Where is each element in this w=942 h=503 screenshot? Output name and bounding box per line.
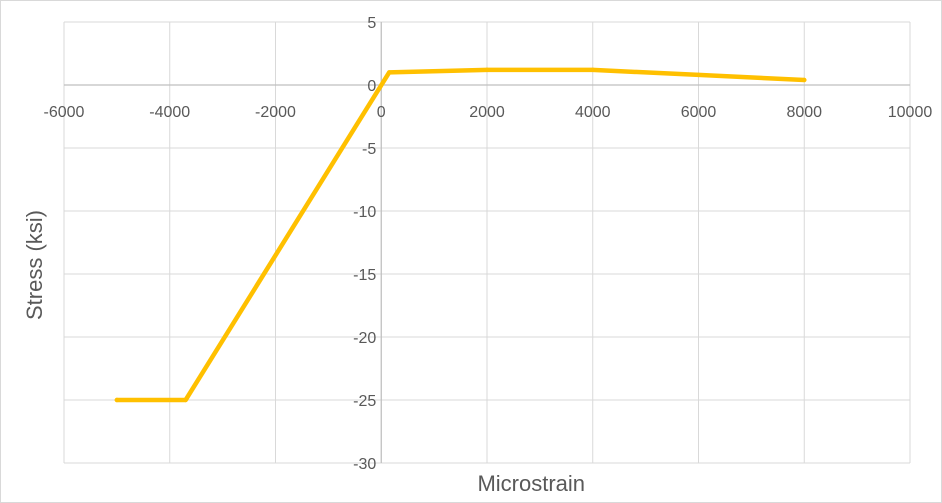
- x-tick-label: 0: [377, 104, 386, 121]
- y-tick-label: -15: [353, 267, 376, 284]
- x-tick-label: 2000: [469, 104, 505, 121]
- series-layer: [114, 67, 807, 403]
- x-tick-label: -4000: [149, 104, 190, 121]
- data-point: [386, 70, 392, 75]
- x-tick-label: 6000: [681, 104, 717, 121]
- x-axis-title: Microstrain: [477, 471, 585, 496]
- y-tick-label: 5: [367, 15, 376, 32]
- y-tick-label: -25: [353, 393, 376, 410]
- y-tick-label: 0: [367, 78, 376, 95]
- x-tick-label: 10000: [888, 104, 933, 121]
- y-tick-label: -30: [353, 456, 376, 473]
- y-tick-label: -5: [362, 141, 376, 158]
- gridlines: [63, 21, 911, 464]
- data-point: [114, 397, 120, 403]
- data-point: [183, 397, 188, 403]
- x-tick-label: -6000: [44, 104, 85, 121]
- y-tick-label: -10: [353, 204, 376, 221]
- y-tick-label: -20: [353, 330, 376, 347]
- axes: [64, 22, 910, 463]
- data-point: [696, 72, 701, 78]
- x-tick-label: 8000: [786, 104, 822, 121]
- data-point: [802, 77, 807, 83]
- x-tick-label: 4000: [575, 104, 611, 121]
- data-point: [590, 67, 595, 73]
- x-tick-labels: -6000 -4000 -2000 0 2000 4000 6000 8000 10000: [44, 104, 933, 121]
- data-point: [484, 67, 490, 73]
- x-tick-label: -2000: [255, 104, 296, 121]
- y-tick-labels: 5 0 -5 -10 -15 -20 -25 -30: [353, 15, 376, 473]
- y-axis-title: Stress (ksi): [22, 210, 47, 320]
